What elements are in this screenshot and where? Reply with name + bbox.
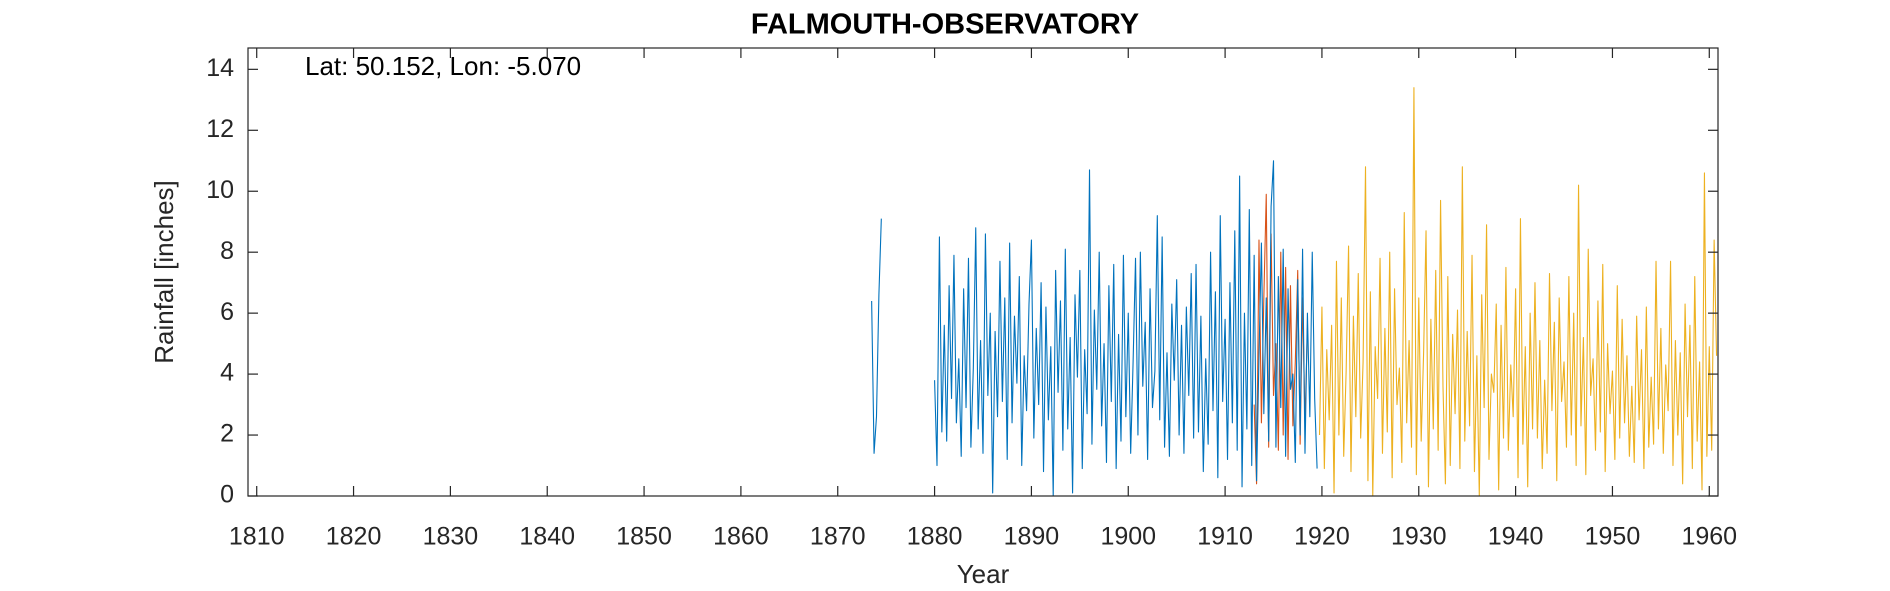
x-tick-label: 1900 bbox=[1100, 523, 1156, 551]
x-tick-label: 1950 bbox=[1585, 523, 1641, 551]
chart-title: FALMOUTH-OBSERVATORY bbox=[751, 9, 1139, 41]
x-tick-label: 1810 bbox=[229, 523, 285, 551]
y-tick-label: 8 bbox=[220, 237, 234, 265]
axes-frame bbox=[247, 47, 1719, 497]
data-line bbox=[934, 160, 1318, 497]
x-tick-label: 1960 bbox=[1681, 523, 1737, 551]
y-axis-title: Rainfall [inches] bbox=[149, 180, 179, 364]
y-tick-label: 0 bbox=[220, 481, 234, 509]
x-tick-label: 1850 bbox=[616, 523, 672, 551]
x-tick-label: 1840 bbox=[519, 523, 575, 551]
x-tick-label: 1830 bbox=[423, 523, 479, 551]
x-tick-label: 1890 bbox=[1004, 523, 1060, 551]
data-line bbox=[1253, 193, 1308, 485]
x-tick-label: 1920 bbox=[1294, 523, 1350, 551]
x-tick-label: 1860 bbox=[713, 523, 769, 551]
x-tick-label: 1820 bbox=[326, 523, 382, 551]
data-line bbox=[871, 218, 882, 454]
y-tick-label: 12 bbox=[206, 115, 234, 143]
x-axis-title: Year bbox=[957, 559, 1010, 589]
y-tick-label: 10 bbox=[206, 176, 234, 204]
x-tick-label: 1910 bbox=[1197, 523, 1253, 551]
x-tick-label: 1870 bbox=[810, 523, 866, 551]
x-tick-label: 1880 bbox=[907, 523, 963, 551]
y-tick-label: 2 bbox=[220, 420, 234, 448]
y-tick-label: 4 bbox=[220, 359, 234, 387]
y-tick-label: 14 bbox=[206, 54, 234, 82]
x-tick-label: 1930 bbox=[1391, 523, 1447, 551]
plot-area bbox=[871, 87, 1718, 497]
x-tick-label: 1940 bbox=[1488, 523, 1544, 551]
data-line bbox=[1318, 87, 1718, 497]
y-tick-label: 6 bbox=[220, 298, 234, 326]
annotation: Lat: 50.152, Lon: -5.070 bbox=[305, 51, 581, 81]
